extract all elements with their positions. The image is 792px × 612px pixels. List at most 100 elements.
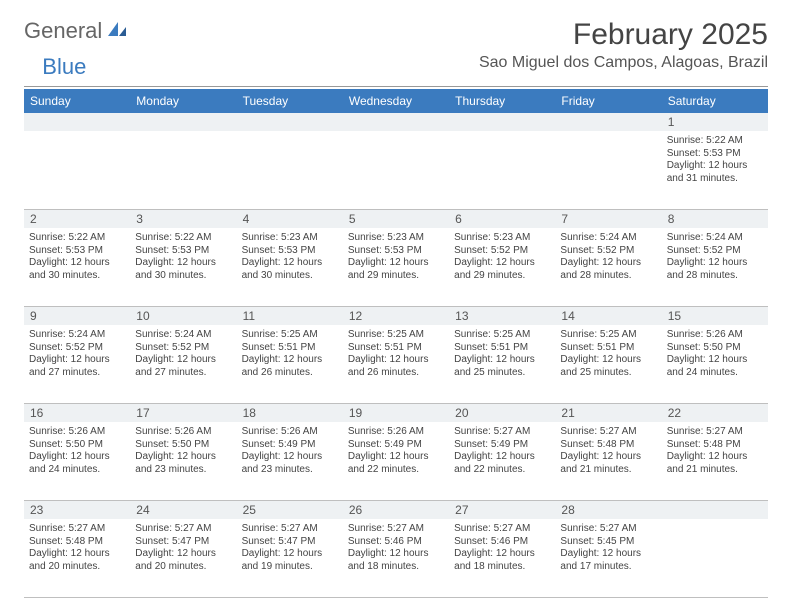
weekday-header: Sunday	[24, 89, 130, 113]
day-number: 16	[24, 404, 130, 422]
day1-text: Daylight: 12 hours	[667, 257, 763, 270]
weekday-header: Tuesday	[237, 89, 343, 113]
day-cell: Sunrise: 5:23 AMSunset: 5:52 PMDaylight:…	[449, 228, 555, 306]
sunrise-text: Sunrise: 5:27 AM	[29, 523, 125, 536]
day2-text: and 19 minutes.	[242, 561, 338, 574]
location: Sao Miguel dos Campos, Alagoas, Brazil	[479, 54, 768, 72]
sunset-text: Sunset: 5:52 PM	[135, 342, 231, 355]
day2-text: and 29 minutes.	[454, 270, 550, 283]
sunset-text: Sunset: 5:51 PM	[454, 342, 550, 355]
day-number	[555, 113, 661, 131]
day-number: 14	[555, 307, 661, 325]
sunset-text: Sunset: 5:47 PM	[135, 536, 231, 549]
sunset-text: Sunset: 5:49 PM	[348, 439, 444, 452]
day1-text: Daylight: 12 hours	[135, 257, 231, 270]
day1-text: Daylight: 12 hours	[454, 451, 550, 464]
day2-text: and 21 minutes.	[560, 464, 656, 477]
day-cell: Sunrise: 5:26 AMSunset: 5:50 PMDaylight:…	[24, 422, 130, 500]
sunset-text: Sunset: 5:50 PM	[135, 439, 231, 452]
day-cell: Sunrise: 5:26 AMSunset: 5:49 PMDaylight:…	[237, 422, 343, 500]
day2-text: and 25 minutes.	[560, 367, 656, 380]
logo-text-blue: Blue	[42, 54, 86, 80]
day1-text: Daylight: 12 hours	[29, 354, 125, 367]
sunset-text: Sunset: 5:46 PM	[348, 536, 444, 549]
day1-text: Daylight: 12 hours	[667, 160, 763, 173]
sunrise-text: Sunrise: 5:25 AM	[348, 329, 444, 342]
day2-text: and 22 minutes.	[454, 464, 550, 477]
weekday-header: Friday	[555, 89, 661, 113]
day-cell: Sunrise: 5:25 AMSunset: 5:51 PMDaylight:…	[555, 325, 661, 403]
day2-text: and 26 minutes.	[242, 367, 338, 380]
weekday-header: Wednesday	[343, 89, 449, 113]
day2-text: and 18 minutes.	[348, 561, 444, 574]
sunset-text: Sunset: 5:51 PM	[560, 342, 656, 355]
day1-text: Daylight: 12 hours	[348, 548, 444, 561]
day1-text: Daylight: 12 hours	[29, 548, 125, 561]
sunrise-text: Sunrise: 5:23 AM	[348, 232, 444, 245]
day1-text: Daylight: 12 hours	[242, 548, 338, 561]
sunrise-text: Sunrise: 5:24 AM	[29, 329, 125, 342]
day-cell: Sunrise: 5:27 AMSunset: 5:48 PMDaylight:…	[662, 422, 768, 500]
day2-text: and 20 minutes.	[135, 561, 231, 574]
day2-text: and 21 minutes.	[667, 464, 763, 477]
sunrise-text: Sunrise: 5:26 AM	[667, 329, 763, 342]
day2-text: and 25 minutes.	[454, 367, 550, 380]
day-cell: Sunrise: 5:24 AMSunset: 5:52 PMDaylight:…	[662, 228, 768, 306]
day2-text: and 17 minutes.	[560, 561, 656, 574]
sunset-text: Sunset: 5:53 PM	[348, 245, 444, 258]
day1-text: Daylight: 12 hours	[560, 548, 656, 561]
weekday-header: Monday	[130, 89, 236, 113]
sunrise-text: Sunrise: 5:23 AM	[242, 232, 338, 245]
day-cell: Sunrise: 5:24 AMSunset: 5:52 PMDaylight:…	[555, 228, 661, 306]
sunrise-text: Sunrise: 5:26 AM	[242, 426, 338, 439]
sunset-text: Sunset: 5:53 PM	[29, 245, 125, 258]
day-number: 28	[555, 501, 661, 519]
day-cell: Sunrise: 5:27 AMSunset: 5:45 PMDaylight:…	[555, 519, 661, 597]
day-cell: Sunrise: 5:27 AMSunset: 5:48 PMDaylight:…	[24, 519, 130, 597]
day2-text: and 26 minutes.	[348, 367, 444, 380]
day2-text: and 30 minutes.	[29, 270, 125, 283]
day-number	[449, 113, 555, 131]
day-cell: Sunrise: 5:23 AMSunset: 5:53 PMDaylight:…	[237, 228, 343, 306]
day-cell	[24, 131, 130, 209]
day-cell	[555, 131, 661, 209]
day-cell: Sunrise: 5:27 AMSunset: 5:47 PMDaylight:…	[237, 519, 343, 597]
day-number: 21	[555, 404, 661, 422]
day-number: 8	[662, 210, 768, 228]
day-number: 7	[555, 210, 661, 228]
day1-text: Daylight: 12 hours	[667, 354, 763, 367]
day2-text: and 20 minutes.	[29, 561, 125, 574]
day-number: 3	[130, 210, 236, 228]
day-number: 19	[343, 404, 449, 422]
day-number: 23	[24, 501, 130, 519]
day-number: 13	[449, 307, 555, 325]
sunset-text: Sunset: 5:52 PM	[560, 245, 656, 258]
week-row: Sunrise: 5:27 AMSunset: 5:48 PMDaylight:…	[24, 519, 768, 598]
week-row: Sunrise: 5:22 AMSunset: 5:53 PMDaylight:…	[24, 228, 768, 307]
sunrise-text: Sunrise: 5:27 AM	[454, 426, 550, 439]
day-number: 9	[24, 307, 130, 325]
sunrise-text: Sunrise: 5:22 AM	[29, 232, 125, 245]
day2-text: and 29 minutes.	[348, 270, 444, 283]
day-number	[662, 501, 768, 519]
day-cell: Sunrise: 5:26 AMSunset: 5:50 PMDaylight:…	[130, 422, 236, 500]
sunset-text: Sunset: 5:49 PM	[242, 439, 338, 452]
sunrise-text: Sunrise: 5:25 AM	[454, 329, 550, 342]
day2-text: and 30 minutes.	[135, 270, 231, 283]
day2-text: and 30 minutes.	[242, 270, 338, 283]
day1-text: Daylight: 12 hours	[242, 257, 338, 270]
day-cell	[237, 131, 343, 209]
day-number-row: 9101112131415	[24, 307, 768, 325]
calendar-grid: 1Sunrise: 5:22 AMSunset: 5:53 PMDaylight…	[24, 113, 768, 598]
day-number: 15	[662, 307, 768, 325]
day-number: 24	[130, 501, 236, 519]
sunrise-text: Sunrise: 5:27 AM	[135, 523, 231, 536]
month-title: February 2025	[479, 18, 768, 52]
day-cell	[662, 519, 768, 597]
day-number: 17	[130, 404, 236, 422]
day2-text: and 24 minutes.	[667, 367, 763, 380]
day-cell	[130, 131, 236, 209]
day-cell: Sunrise: 5:23 AMSunset: 5:53 PMDaylight:…	[343, 228, 449, 306]
weekday-header-row: Sunday Monday Tuesday Wednesday Thursday…	[24, 89, 768, 113]
sunrise-text: Sunrise: 5:23 AM	[454, 232, 550, 245]
